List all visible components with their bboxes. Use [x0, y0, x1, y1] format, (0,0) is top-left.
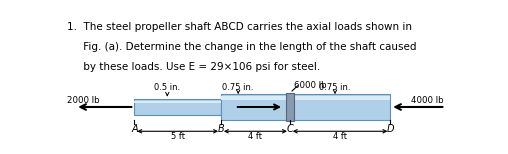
Bar: [134, 101, 221, 103]
Bar: [221, 94, 290, 120]
Text: 0.75 in.: 0.75 in.: [223, 83, 254, 92]
Text: 2000 lb: 2000 lb: [68, 96, 100, 105]
Text: A: A: [131, 124, 138, 134]
Text: 0.75 in.: 0.75 in.: [320, 83, 351, 92]
Bar: [290, 94, 390, 120]
Bar: [285, 93, 294, 121]
Text: 6000 lb: 6000 lb: [294, 81, 327, 90]
Text: 4000 lb: 4000 lb: [411, 96, 443, 105]
Text: 0.5 in.: 0.5 in.: [154, 83, 180, 92]
Text: Fig. (a). Determine the change in the length of the shaft caused: Fig. (a). Determine the change in the le…: [68, 42, 417, 52]
Text: B: B: [217, 124, 225, 134]
Text: 1.  The steel propeller shaft ABCD carries the axial loads shown in: 1. The steel propeller shaft ABCD carrie…: [68, 22, 412, 32]
Bar: [134, 99, 221, 115]
Bar: [290, 96, 390, 100]
Text: by these loads. Use E = 29×106 psi for steel.: by these loads. Use E = 29×106 psi for s…: [68, 62, 321, 72]
Text: C: C: [287, 124, 293, 134]
Text: 5 ft: 5 ft: [171, 132, 185, 141]
Text: D: D: [387, 124, 394, 134]
Text: 4 ft: 4 ft: [333, 132, 347, 141]
Bar: [221, 96, 290, 100]
Text: 4 ft: 4 ft: [248, 132, 263, 141]
